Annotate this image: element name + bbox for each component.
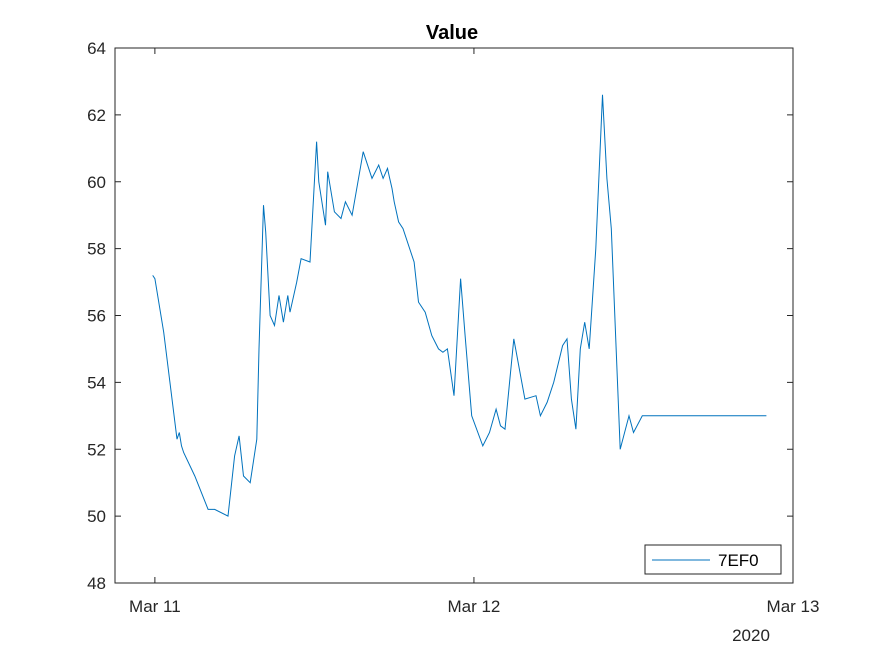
y-tick-label: 58 [87,240,106,259]
y-axis: 48 50 52 54 56 58 60 62 64 [87,39,793,593]
series-line-7EF0 [152,94,767,517]
y-tick-label: 56 [87,307,106,326]
x-axis: Mar 11 Mar 12 Mar 13 [129,48,819,616]
x-axis-year-label: 2020 [732,626,770,645]
legend-label: 7EF0 [718,551,759,570]
legend: 7EF0 [644,544,782,575]
y-tick-label: 62 [87,106,106,125]
chart-title: Value [426,22,478,44]
y-tick-label: 54 [87,373,106,392]
x-tick-label: Mar 11 [129,597,181,616]
y-tick-label: 50 [87,507,106,526]
x-tick-label: Mar 12 [447,597,500,616]
plot-area [114,47,794,584]
y-tick-label: 52 [87,440,106,459]
x-tick-label: Mar 13 [767,597,820,616]
y-tick-label: 60 [87,173,106,192]
y-tick-label: 48 [87,574,106,593]
y-tick-label: 64 [87,39,106,58]
